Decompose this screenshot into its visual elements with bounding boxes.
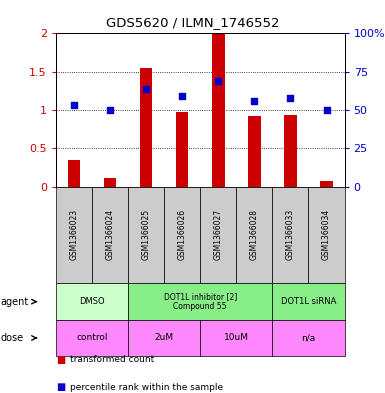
- Text: GSM1366034: GSM1366034: [322, 209, 331, 261]
- Bar: [284, 115, 297, 187]
- Point: [71, 102, 77, 108]
- Text: GSM1366026: GSM1366026: [177, 209, 187, 261]
- Text: control: control: [76, 334, 108, 342]
- Bar: [212, 33, 224, 187]
- Point: [107, 107, 113, 113]
- Text: GSM1366023: GSM1366023: [69, 209, 79, 261]
- Text: GDS5620 / ILMN_1746552: GDS5620 / ILMN_1746552: [106, 16, 279, 29]
- Point: [215, 78, 221, 84]
- Point: [143, 85, 149, 92]
- Text: DMSO: DMSO: [79, 297, 105, 306]
- Text: transformed count: transformed count: [70, 355, 155, 364]
- Point: [179, 93, 185, 99]
- Bar: [248, 116, 261, 187]
- Point: [323, 107, 330, 113]
- Text: 2uM: 2uM: [154, 334, 174, 342]
- Bar: [320, 180, 333, 187]
- Text: dose: dose: [0, 333, 23, 343]
- Text: DOT1L inhibitor [2]
Compound 55: DOT1L inhibitor [2] Compound 55: [164, 292, 237, 311]
- Text: percentile rank within the sample: percentile rank within the sample: [70, 383, 224, 391]
- Bar: [176, 112, 189, 187]
- Text: ■: ■: [56, 382, 65, 392]
- Bar: [104, 178, 116, 187]
- Text: DOT1L siRNA: DOT1L siRNA: [281, 297, 336, 306]
- Text: 10uM: 10uM: [224, 334, 249, 342]
- Text: n/a: n/a: [301, 334, 316, 342]
- Text: GSM1366024: GSM1366024: [105, 209, 114, 261]
- Text: ■: ■: [56, 354, 65, 365]
- Text: GSM1366025: GSM1366025: [142, 209, 151, 261]
- Text: GSM1366027: GSM1366027: [214, 209, 223, 261]
- Bar: [67, 160, 80, 187]
- Text: GSM1366028: GSM1366028: [250, 209, 259, 260]
- Text: GSM1366033: GSM1366033: [286, 209, 295, 261]
- Text: agent: agent: [0, 297, 28, 307]
- Point: [251, 98, 258, 104]
- Bar: [140, 68, 152, 187]
- Point: [287, 95, 293, 101]
